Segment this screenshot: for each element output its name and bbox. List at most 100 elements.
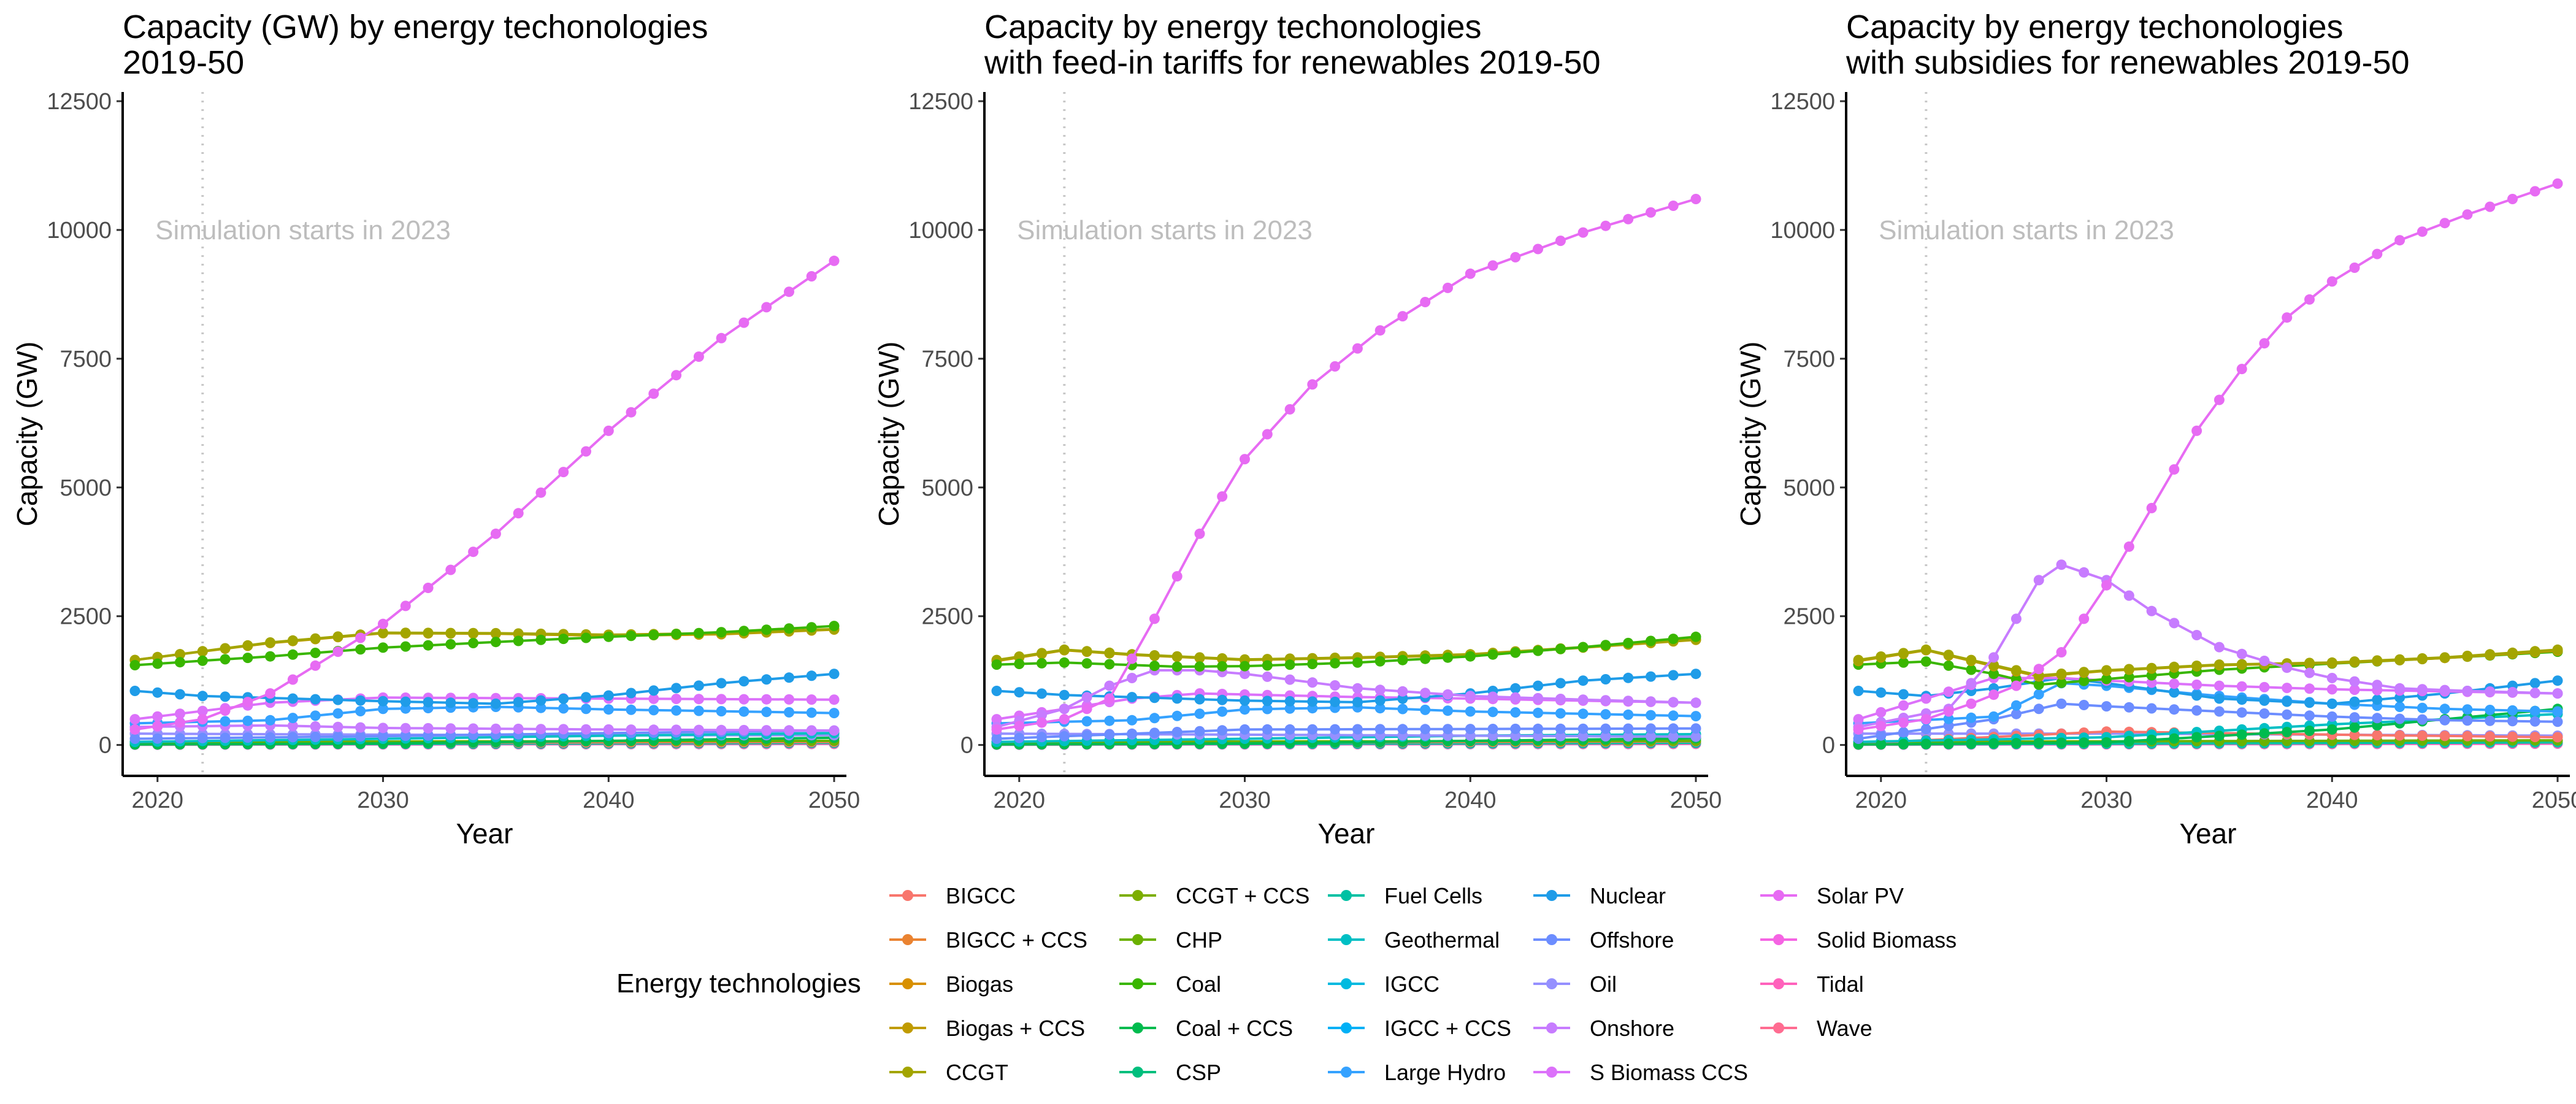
data-point — [1420, 704, 1431, 715]
data-point — [829, 621, 840, 632]
data-point — [1240, 724, 1250, 735]
data-point — [1623, 637, 1634, 648]
data-point — [806, 670, 817, 681]
data-point — [1104, 647, 1115, 658]
y-tick-label: 10000 — [1770, 218, 1835, 243]
series-biogas-ccs — [1853, 645, 2563, 682]
y-axis-label: Capacity (GW) — [11, 342, 43, 527]
data-point — [1059, 730, 1070, 742]
legend-item: CHP — [1119, 927, 1222, 953]
data-point — [2146, 703, 2157, 714]
data-point — [2191, 630, 2202, 640]
data-point — [287, 649, 298, 660]
data-point — [1600, 709, 1611, 720]
data-point — [265, 715, 276, 726]
data-point — [1577, 642, 1589, 653]
data-point — [1149, 613, 1160, 624]
data-point — [1171, 710, 1183, 721]
data-point — [1059, 714, 1070, 725]
data-point — [1014, 651, 1025, 662]
data-point — [2485, 686, 2496, 697]
data-point — [1533, 723, 1544, 734]
data-point — [2236, 729, 2247, 740]
data-point — [648, 629, 659, 640]
data-point — [1533, 692, 1544, 703]
data-point — [2552, 716, 2563, 727]
x-tick-label: 2020 — [132, 788, 184, 813]
data-point — [1081, 658, 1092, 669]
data-point — [2282, 683, 2293, 694]
data-point — [152, 658, 163, 669]
data-point — [1104, 680, 1115, 691]
data-point — [1487, 649, 1498, 660]
series-line — [996, 669, 1696, 729]
data-point — [2462, 686, 2473, 696]
data-point — [152, 711, 163, 722]
data-point — [1194, 726, 1205, 737]
data-point — [1487, 707, 1498, 718]
data-point — [2507, 731, 2518, 742]
x-tick-label: 2040 — [1444, 788, 1497, 813]
data-point — [1104, 715, 1115, 726]
data-point — [2079, 613, 2090, 624]
data-point — [829, 725, 840, 736]
data-point — [2101, 701, 2112, 712]
data-point — [2056, 737, 2067, 748]
data-point — [1014, 687, 1025, 698]
data-point — [716, 627, 727, 638]
data-point — [2146, 662, 2157, 673]
legend-item: S Biomass CCS — [1533, 1060, 1748, 1085]
data-point — [1898, 738, 1909, 749]
data-point — [1443, 705, 1453, 716]
y-axis-label: Capacity (GW) — [1735, 342, 1766, 527]
data-point — [287, 635, 298, 646]
data-point — [648, 693, 659, 704]
data-point — [1171, 651, 1183, 662]
data-point — [378, 730, 388, 742]
data-point — [1876, 721, 1887, 732]
legend: Energy technologies BIGCC BIGCC + CCS Bioga… — [616, 883, 1957, 1085]
data-point — [2169, 733, 2180, 744]
legend-key-point — [1773, 890, 1784, 901]
data-point — [1690, 194, 1701, 204]
data-point — [287, 732, 298, 743]
data-point — [1465, 268, 1476, 279]
data-point — [220, 654, 231, 665]
data-point — [2123, 590, 2134, 601]
data-point — [1397, 703, 1408, 715]
x-tick-label: 2030 — [357, 788, 409, 813]
legend-label: Nuclear — [1590, 883, 1666, 908]
data-point — [1262, 703, 1273, 715]
data-point — [265, 688, 276, 699]
data-point — [197, 646, 208, 657]
data-point — [1487, 260, 1498, 271]
data-point — [2079, 667, 2090, 678]
data-point — [1420, 688, 1431, 699]
data-point — [2417, 684, 2428, 695]
data-point — [1646, 696, 1656, 707]
data-point — [1104, 659, 1115, 670]
legend-item: BIGCC — [889, 883, 1016, 908]
data-point — [1690, 723, 1701, 734]
legend-item: CCGT + CCS — [1119, 883, 1309, 908]
data-point — [2169, 464, 2180, 475]
data-point — [693, 705, 704, 716]
data-point — [1284, 404, 1295, 415]
data-point — [423, 627, 434, 638]
data-point — [1920, 693, 1931, 704]
data-point — [287, 693, 298, 704]
y-tick-label: 5000 — [59, 475, 112, 501]
data-point — [1171, 571, 1183, 582]
data-point — [1555, 694, 1566, 704]
data-point — [1510, 707, 1521, 718]
data-point — [1194, 694, 1205, 705]
data-point — [1555, 723, 1566, 734]
data-point — [2507, 647, 2518, 658]
data-point — [1284, 724, 1295, 735]
data-point — [1171, 727, 1183, 737]
data-point — [2394, 702, 2405, 712]
data-point — [2214, 642, 2225, 653]
data-point — [2146, 677, 2157, 688]
data-point — [2101, 665, 2112, 676]
data-point — [129, 734, 140, 744]
